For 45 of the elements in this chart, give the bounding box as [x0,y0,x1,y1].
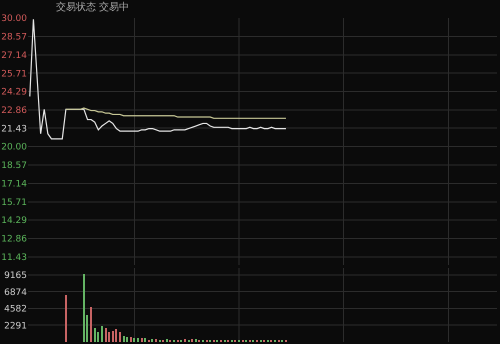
bar [83,274,85,342]
bar [191,339,193,342]
bar [90,307,92,342]
bar [101,326,103,342]
bar [112,331,114,342]
y-tick-label: 24.29 [1,88,28,98]
line-series [65,107,287,119]
bar [166,339,168,342]
bar [133,338,135,342]
y-tick-label: 9165 [4,270,27,281]
bar [119,332,121,342]
bar [141,338,143,342]
bar [144,338,146,342]
y-tick-label: 21.43 [1,124,27,134]
y-tick-label: 14.29 [1,216,28,226]
y-tick-label: 15.71 [1,198,27,208]
y-tick-label: 20.00 [1,142,28,153]
y-tick-label: 27.14 [1,50,28,61]
bar [105,328,107,342]
bar [151,339,153,342]
y-tick-label: 25.71 [1,69,27,80]
chart-title: 交易状态 交易中 [56,1,130,13]
y-tick-label: 22.86 [1,106,28,116]
bar [137,338,139,342]
bar [184,339,186,342]
y-tick-label: 28.57 [1,32,27,43]
bar [123,336,125,342]
y-tick-label: 11.43 [1,252,27,263]
y-tick-label: 30.00 [1,14,28,24]
bar [65,295,67,342]
line-series [29,18,287,140]
bar [126,337,128,342]
bar [130,337,132,342]
y-tick-label: 6874 [4,288,28,298]
y-tick-label: 18.57 [1,161,27,172]
y-tick-label: 2291 [4,321,27,332]
bar [108,332,110,342]
bar [115,329,117,342]
bar [94,328,96,342]
bar [97,332,99,342]
y-tick-label: 17.14 [1,180,28,190]
bar [195,339,197,342]
y-tick-label: 4582 [4,304,27,315]
y-tick-label: 12.86 [1,234,28,245]
bar [155,339,157,342]
